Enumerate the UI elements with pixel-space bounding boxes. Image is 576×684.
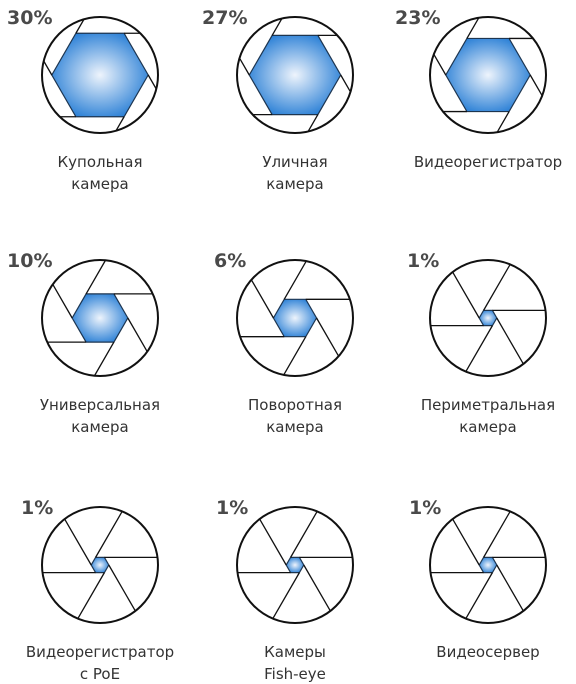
blade-edge [43,60,53,76]
value-label: 6% [214,250,247,272]
blade-edge [452,518,480,566]
blade-edge [290,511,318,558]
blade-edge [466,17,480,39]
hexagon [285,556,305,574]
value-label: 1% [216,497,249,519]
blade-edge [340,74,352,93]
blade-edge [496,317,524,365]
blade-edge [272,572,300,619]
blade-edge [529,74,543,97]
blade-edge [271,18,283,36]
blade-edge [115,116,125,132]
blade-edge [307,114,319,132]
blade-edge [93,341,115,377]
blade-edge [95,511,123,558]
category-label: Поворотная камера [248,396,342,436]
category-label: Универсальная камера [39,396,161,436]
blade-edge [127,317,148,352]
category-label: Уличная камера [262,153,328,193]
category-label: Видеорегистратор [413,153,563,171]
blade-edge [483,511,511,558]
blade-edge [85,259,107,295]
category-label: Видеорегистратор с PoE [25,643,175,683]
blade-edge [259,518,287,566]
category-label: Купольная камера [57,153,143,193]
blade-edge [465,572,493,619]
blade-edge [283,336,307,376]
category-label: Видеосервер [436,643,540,661]
blade-edge [147,74,157,90]
blade-edge [250,279,275,319]
hexagon [90,556,110,574]
category-label: Камеры Fish-eye [264,643,326,683]
blade-edge [433,53,447,76]
blade-edge [465,325,493,372]
value-label: 10% [7,250,53,272]
value-label: 1% [407,250,440,272]
blade-edge [452,271,480,319]
hexagon [478,556,498,574]
category-label: Периметральная камера [420,396,556,436]
blade-edge [77,572,105,619]
value-label: 1% [21,497,54,519]
blade-edge [64,518,92,566]
hexagon [478,309,498,327]
value-label: 27% [202,7,248,29]
blade-edge [238,57,250,76]
blade-edge [52,284,73,319]
blade-edge [483,264,511,311]
value-label: 23% [395,7,441,29]
blade-edge [283,260,307,300]
blade-edge [315,317,340,357]
value-label: 1% [409,497,442,519]
value-label: 30% [7,7,53,29]
blade-edge [75,18,85,34]
blade-edge [496,564,524,612]
blade-edge [303,564,331,612]
blade-edge [108,564,136,612]
blade-edge [496,111,510,133]
